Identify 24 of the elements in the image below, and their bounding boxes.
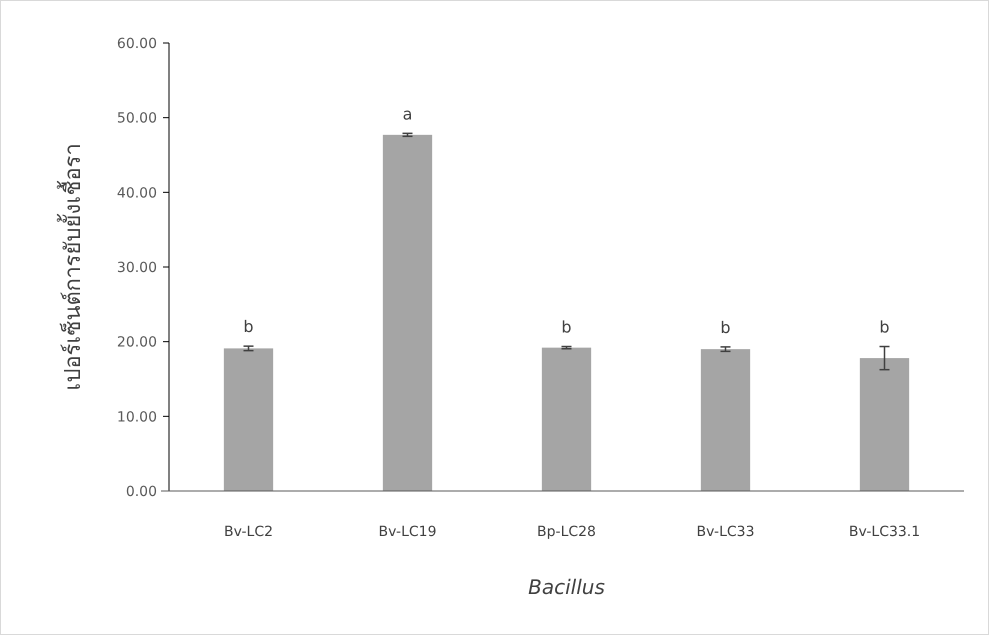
y-tick-label: 0.00	[126, 484, 157, 500]
bar	[224, 348, 274, 491]
y-tick-label: 60.00	[116, 36, 157, 52]
y-axis-title: เปอร์เซ็นต์การยับยั้งเชื้อรา	[57, 144, 86, 390]
x-tick-label: Bp-LC28	[537, 524, 596, 540]
x-tick-label: Bv-LC19	[378, 524, 436, 540]
bar	[542, 348, 592, 491]
annotation: b	[720, 318, 731, 337]
x-tick-label: Bv-LC33.1	[848, 524, 920, 540]
bar	[860, 358, 910, 491]
annotation: b	[879, 318, 890, 337]
y-tick-label: 50.00	[116, 110, 157, 127]
y-tick-label: 20.00	[116, 334, 157, 351]
y-tick-label: 30.00	[116, 260, 157, 276]
bar	[700, 349, 750, 491]
bar	[382, 134, 432, 491]
annotation: a	[402, 104, 412, 124]
x-tick-label: Bv-LC33	[696, 524, 754, 540]
annotation: b	[243, 317, 254, 336]
y-tick-label: 40.00	[116, 185, 157, 202]
x-tick-label: Bv-LC2	[224, 524, 274, 540]
annotation: b	[561, 318, 572, 337]
y-tick-label: 10.00	[116, 409, 157, 426]
x-axis-title: Bacillus	[528, 575, 605, 599]
